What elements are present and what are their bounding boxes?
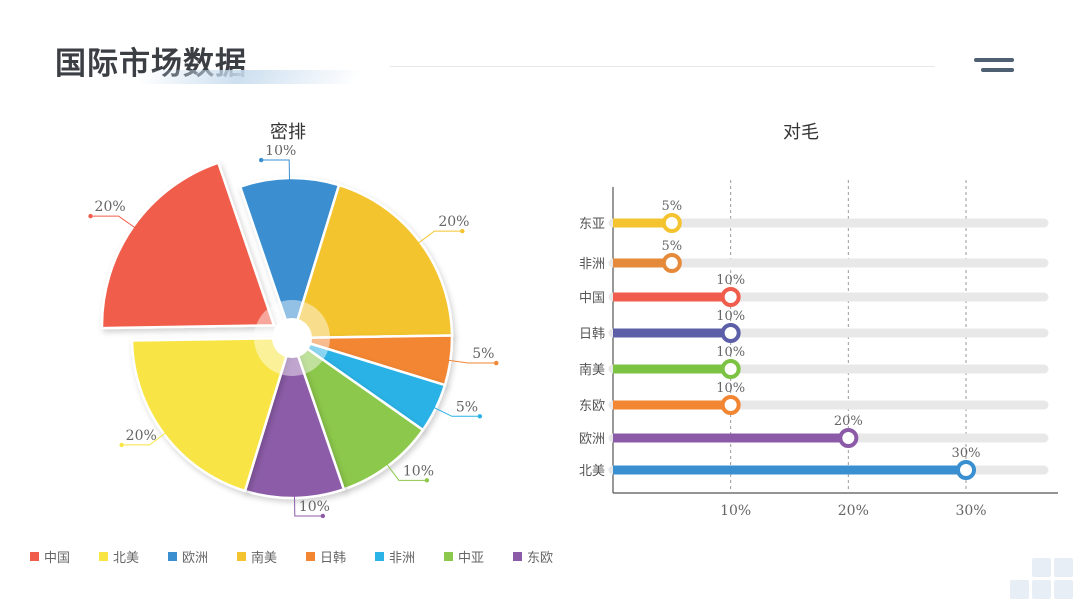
pie-leader-line — [121, 431, 167, 446]
y-category-label: 中国 — [579, 291, 605, 306]
pie-leader-line — [432, 406, 480, 417]
legend-label: 中亚 — [458, 551, 485, 566]
bar-end-marker — [720, 287, 741, 307]
legend-label: 中国 — [44, 551, 71, 566]
bar-value-label: 20% — [834, 414, 863, 429]
legend-item-中亚: 中亚 — [444, 547, 513, 566]
pie-leader-dot — [494, 360, 499, 366]
legend-item-南美: 南美 — [237, 547, 306, 566]
bar-chart-title: 对毛 — [783, 122, 819, 143]
bar-end-marker — [661, 253, 682, 273]
pie-leader-line — [417, 230, 463, 245]
pie-chart-title: 密排 — [270, 122, 306, 143]
bar-end-marker — [838, 428, 859, 448]
pie-leader-line — [90, 215, 137, 229]
legend-item-中国: 中国 — [30, 547, 99, 566]
pie-label-东欧: 10% — [299, 499, 330, 515]
legend-label: 日韩 — [320, 551, 347, 566]
legend-swatch — [168, 552, 177, 561]
pie-center-hole — [272, 318, 312, 358]
x-tick-label: 30% — [955, 503, 986, 519]
x-tick-label: 10% — [720, 503, 751, 519]
pie-label-中国: 20% — [95, 199, 126, 215]
y-category-label: 北美 — [579, 464, 605, 479]
header-divider — [390, 66, 935, 67]
menu-icon[interactable] — [972, 58, 1014, 78]
pie-label-中亚: 10% — [403, 463, 434, 479]
legend-swatch — [306, 552, 315, 561]
pie-legend: 中国 北美 欧洲 南美 日韩 非洲 中亚 东欧 — [30, 547, 582, 566]
pie-leader-dot — [424, 478, 430, 483]
corner-decoration — [1005, 558, 1080, 608]
pie-label-日韩: 5% — [472, 346, 494, 362]
legend-item-日韩: 日韩 — [306, 547, 375, 566]
legend-swatch — [513, 552, 522, 561]
y-category-label: 东亚 — [579, 217, 605, 232]
y-category-label: 欧洲 — [579, 432, 605, 447]
legend-label: 东欧 — [527, 551, 554, 566]
pie-chart: 10% 20% 5% 5% 10% 10% 20% 20% — [88, 145, 499, 519]
legend-swatch — [99, 552, 108, 561]
legend-label: 南美 — [251, 551, 278, 566]
y-category-label: 日韩 — [579, 327, 605, 342]
legend-item-东欧: 东欧 — [513, 547, 582, 566]
legend-item-非洲: 非洲 — [375, 547, 444, 566]
pie-label-欧洲: 10% — [265, 145, 296, 159]
bar-chart: 10% 20% 30% 东亚 5% 非洲 5% 中国 10% 日韩 10% 南美 10% 东欧 10% 欧洲 2… — [579, 180, 1058, 519]
bar-value-label: 10% — [716, 273, 745, 288]
bar-value-label: 10% — [716, 309, 745, 324]
y-category-label: 南美 — [579, 362, 605, 378]
pie-label-南美: 20% — [438, 214, 469, 230]
bar-value-label: 30% — [952, 446, 981, 461]
legend-item-欧洲: 欧洲 — [168, 547, 237, 566]
pie-leader-dot — [258, 157, 264, 163]
pie-leader-line — [261, 159, 291, 182]
legend-item-北美: 北美 — [99, 547, 168, 566]
legend-swatch — [444, 552, 453, 561]
bar-value-label: 10% — [716, 381, 745, 396]
legend-label: 欧洲 — [182, 551, 209, 566]
pie-label-北美: 20% — [126, 428, 157, 444]
bar-end-marker — [720, 359, 741, 379]
pie-leader-dot — [119, 442, 124, 448]
pie-leader-dot — [477, 414, 483, 419]
bar-end-marker — [720, 323, 741, 343]
bar-value-label: 5% — [662, 239, 683, 254]
bar-end-marker — [720, 395, 741, 415]
bar-end-marker — [661, 213, 682, 233]
legend-swatch — [237, 552, 246, 561]
title-decoration — [136, 70, 364, 84]
bar-end-marker — [956, 460, 976, 480]
pie-leader-line — [293, 494, 323, 517]
pie-leader-dot — [460, 228, 465, 234]
pie-leader-line — [447, 359, 497, 364]
pie-leader-dot — [320, 513, 326, 519]
legend-swatch — [30, 552, 39, 561]
bar-value-label: 5% — [662, 199, 683, 214]
y-category-label: 东欧 — [579, 399, 605, 414]
legend-label: 北美 — [113, 551, 140, 566]
legend-swatch — [375, 552, 384, 561]
legend-label: 非洲 — [389, 551, 416, 566]
y-category-label: 非洲 — [579, 257, 605, 272]
pie-leader-dot — [88, 213, 93, 219]
bar-value-label: 10% — [716, 345, 745, 360]
x-tick-label: 20% — [838, 503, 869, 519]
pie-leader-line — [385, 463, 427, 481]
pie-label-非洲: 5% — [456, 399, 478, 415]
